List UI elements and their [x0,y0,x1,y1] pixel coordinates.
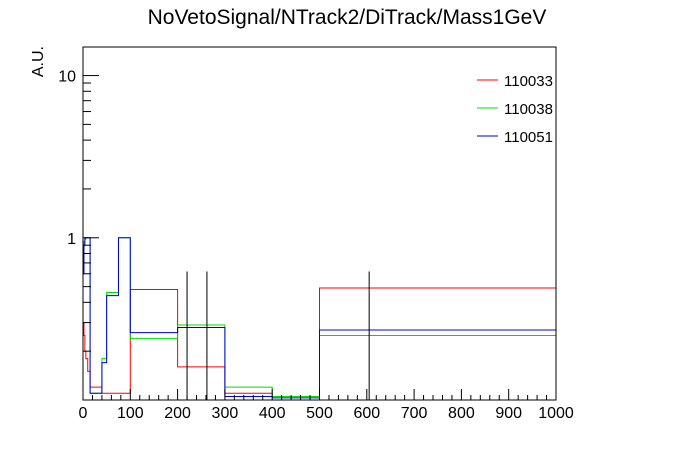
x-tick-label: 300 [212,405,239,422]
legend-label-110033: 110033 [504,73,553,90]
y-tick-label: 10 [58,69,76,86]
x-tick-label: 700 [401,405,428,422]
legend-label-110051: 110051 [504,129,553,146]
error-bars [186,271,370,400]
x-tick-label: 200 [164,405,191,422]
x-tick-label: 400 [259,405,286,422]
x-tick-label: 0 [79,405,88,422]
x-tick-label: 900 [495,405,522,422]
x-tick-label: 1000 [538,405,574,422]
x-tick-label: 100 [117,405,144,422]
y-axis-label: A.U. [30,46,47,77]
x-axis: 0 100 200 300 400 500 600 700 800 900 1000 [79,389,574,422]
x-tick-label: 500 [306,405,333,422]
x-tick-label: 800 [448,405,475,422]
legend: 110033 110038 110051 [477,73,553,146]
y-tick-label: 1 [67,231,76,248]
chart-title: NoVetoSignal/NTrack2/DiTrack/Mass1GeV [148,6,547,29]
x-tick-label: 600 [353,405,380,422]
series-layer [82,237,557,400]
y-axis: 1 10 [58,69,99,401]
legend-label-110038: 110038 [504,101,553,118]
